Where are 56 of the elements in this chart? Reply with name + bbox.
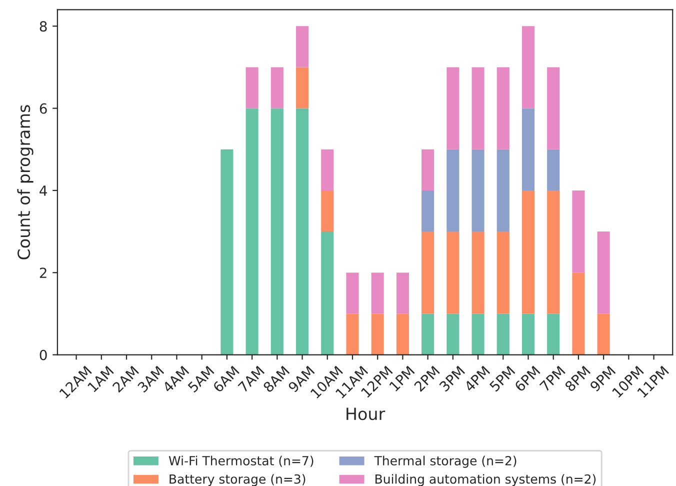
bar [522, 26, 535, 108]
bar [496, 314, 510, 355]
bar [422, 232, 434, 314]
bar [321, 149, 334, 190]
y-tick-label: 6 [40, 103, 47, 114]
bar [246, 67, 258, 108]
bar [246, 108, 258, 355]
bar [371, 314, 384, 355]
bar [472, 67, 484, 150]
bar [472, 314, 484, 355]
bar [597, 232, 610, 314]
y-tick-label: 8 [40, 21, 47, 32]
bar [446, 67, 460, 150]
bar [472, 149, 484, 232]
bar [547, 190, 560, 314]
bar [422, 314, 434, 355]
bar [597, 314, 610, 355]
bar [422, 149, 434, 190]
legend-label: Building automation systems (n=2) [376, 474, 596, 486]
x-axis-title: Hour [346, 408, 386, 420]
bar [321, 190, 334, 232]
bar [446, 314, 460, 355]
bar [572, 272, 585, 355]
bar [496, 67, 510, 150]
y-tick-label: 0 [40, 350, 47, 360]
bar [446, 232, 460, 314]
bar [220, 149, 234, 355]
bar [496, 232, 510, 314]
bar [522, 108, 535, 190]
bar [496, 149, 510, 232]
bar [371, 272, 384, 314]
bar [270, 108, 284, 355]
bar [346, 272, 359, 314]
bar [396, 314, 409, 355]
bar [547, 314, 560, 355]
bar [547, 149, 560, 190]
bar [321, 232, 334, 355]
bar [472, 232, 484, 314]
legend-label: Battery storage (n=3) [170, 474, 306, 486]
y-axis-title: Count of programs [17, 105, 34, 260]
bar [522, 190, 535, 314]
bar [296, 108, 309, 355]
bar [522, 314, 535, 355]
legend-label: Thermal storage (n=2) [374, 456, 516, 468]
bar [296, 26, 309, 68]
y-tick-label: 4 [40, 186, 47, 196]
bar [296, 67, 309, 108]
bar [446, 149, 460, 232]
y-tick-label: 2 [40, 268, 46, 278]
legend-label: Wi-Fi Thermostat (n=7) [168, 456, 314, 467]
bar [346, 314, 359, 355]
bar [422, 190, 434, 232]
bar [547, 67, 560, 150]
bar [572, 190, 585, 273]
bar [396, 272, 409, 314]
bar [270, 67, 284, 108]
